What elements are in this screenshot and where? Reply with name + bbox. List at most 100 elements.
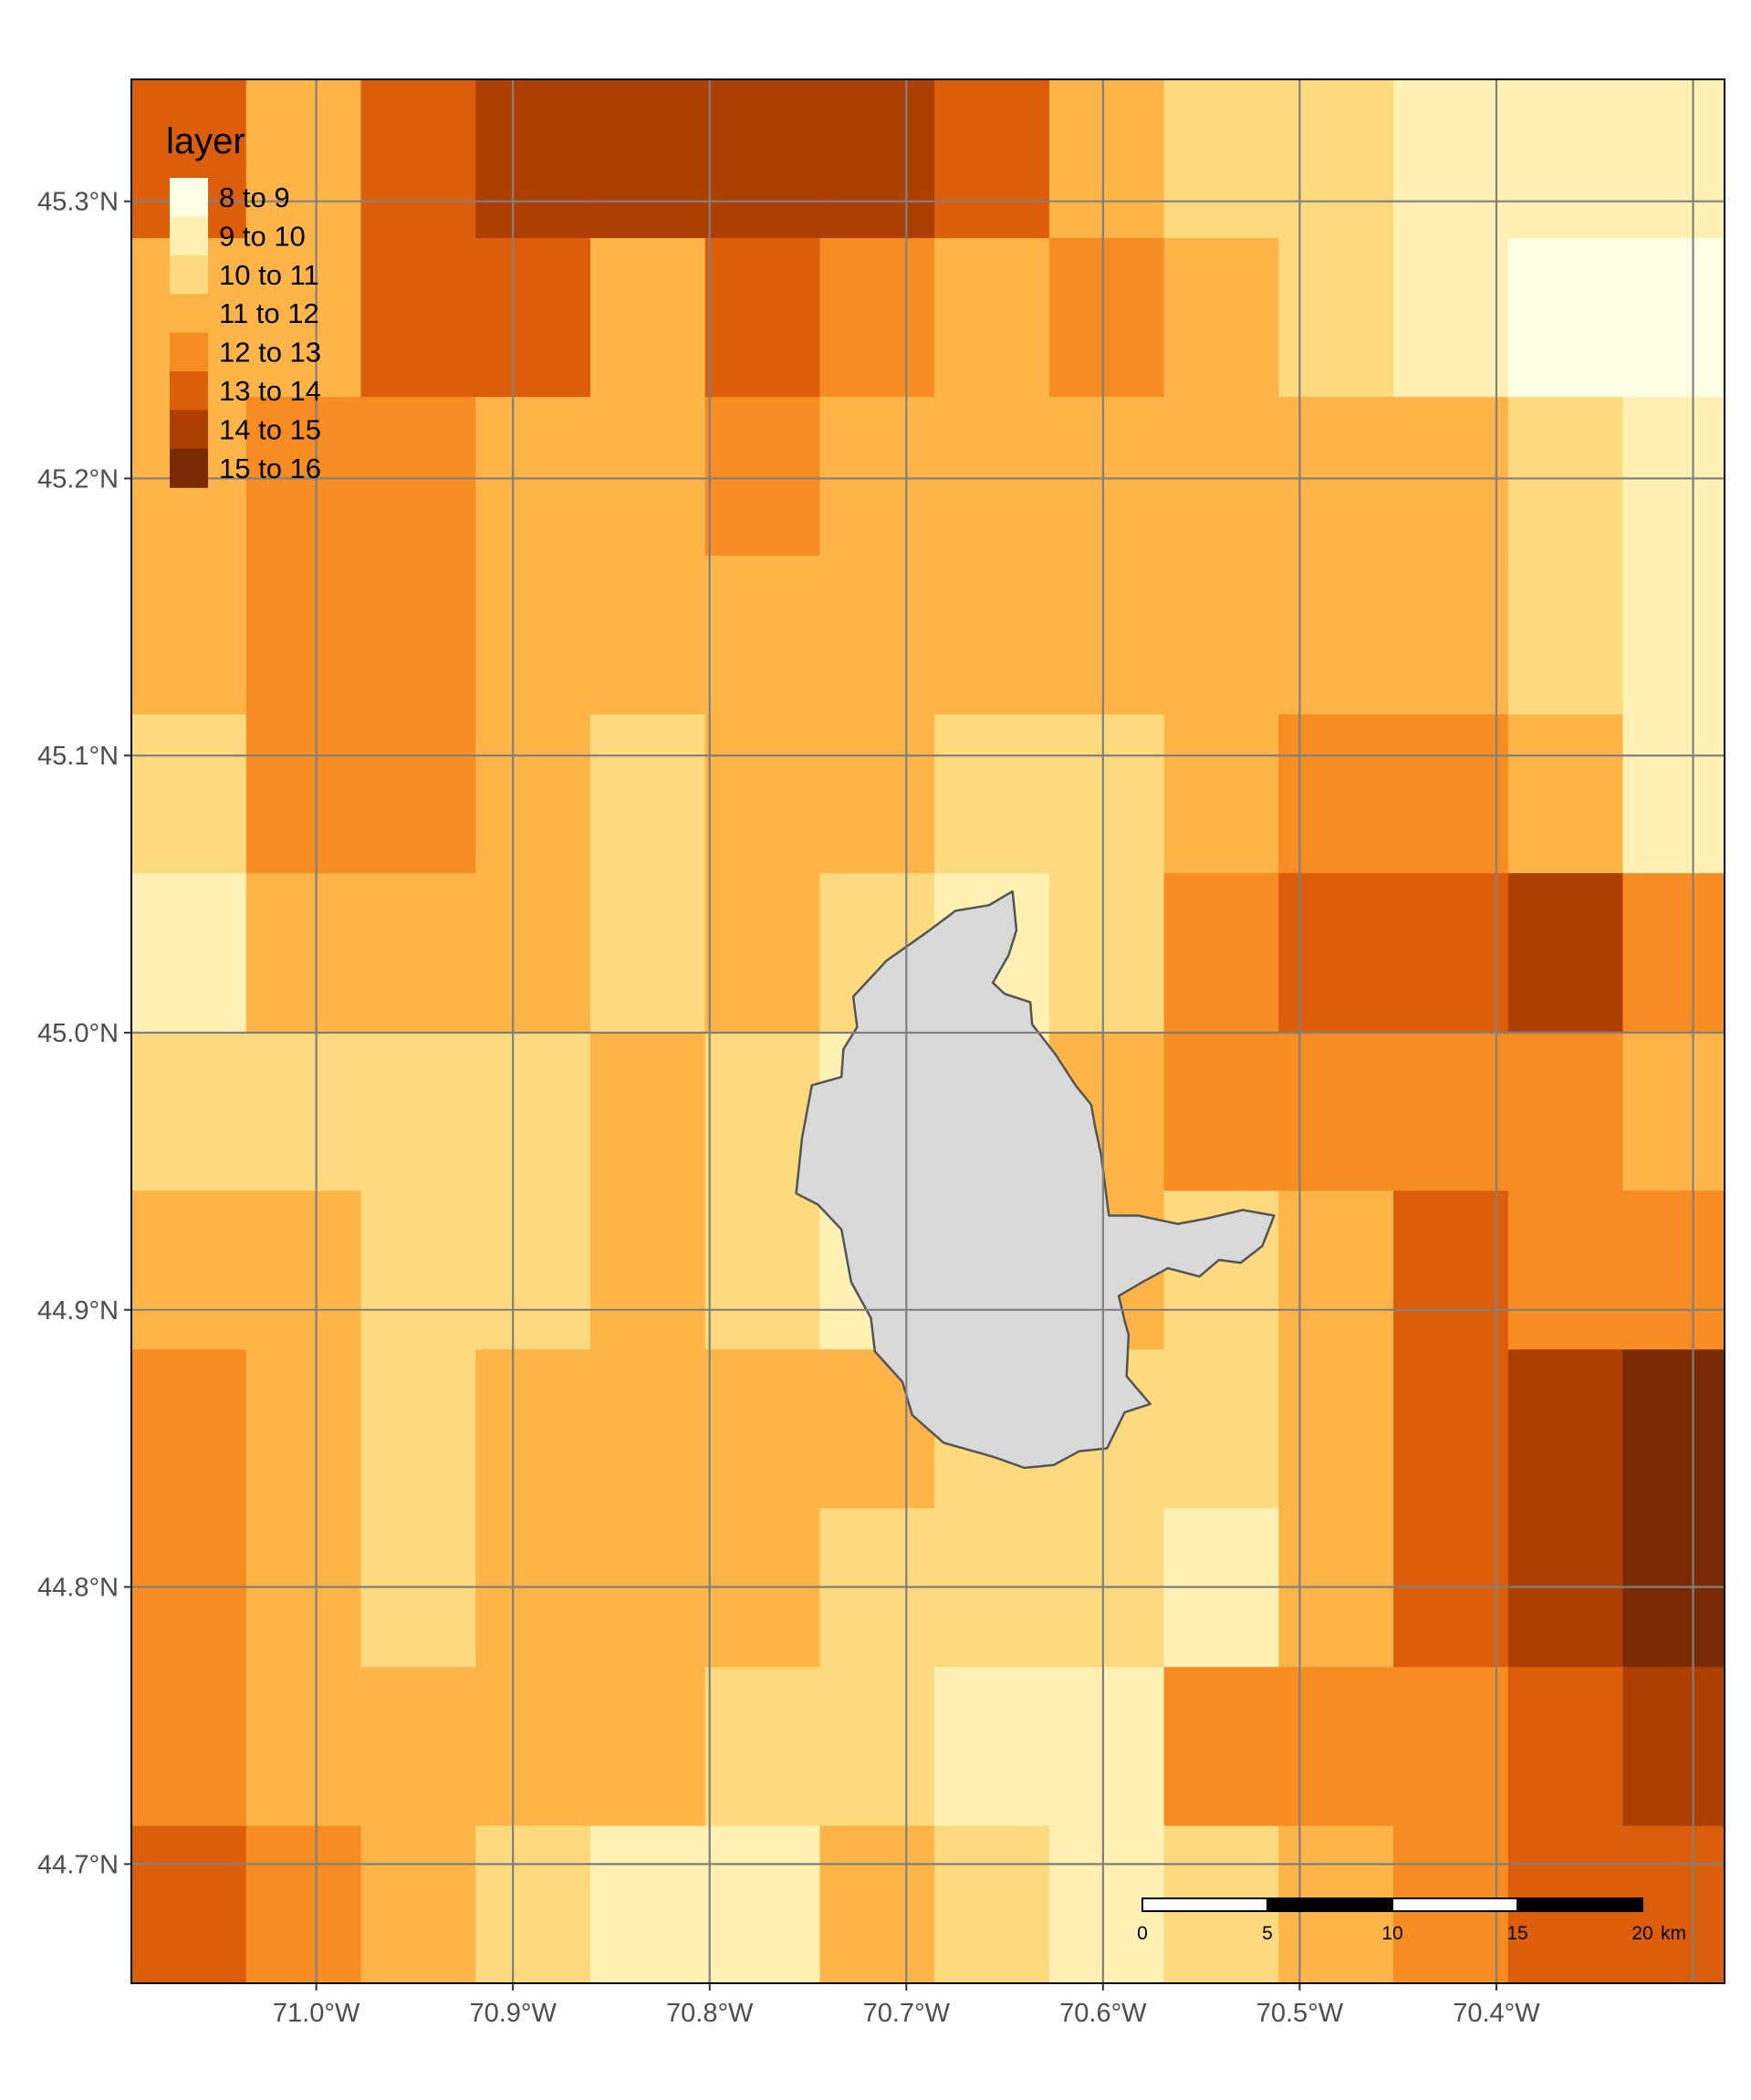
raster-cell-r3-c9 bbox=[1163, 556, 1279, 715]
raster-cell-r1-c1 bbox=[245, 238, 362, 398]
raster-cell-r1-c6 bbox=[819, 238, 935, 398]
raster-cell-r5-c12 bbox=[1507, 873, 1624, 1033]
scale-bar-segment-2 bbox=[1391, 1897, 1518, 1912]
raster-cell-r4-c1 bbox=[245, 714, 362, 874]
raster-cell-r3-c12 bbox=[1507, 556, 1624, 715]
scale-bar-unit: km bbox=[1661, 1923, 1686, 1944]
raster-cell-r4-c2 bbox=[360, 714, 476, 874]
legend-title: layer bbox=[166, 121, 245, 161]
raster-cell-r6-c1 bbox=[245, 1032, 362, 1191]
raster-cell-r6-c13 bbox=[1622, 1032, 1725, 1191]
raster-cell-r1-c2 bbox=[360, 238, 476, 398]
lake-layer bbox=[795, 889, 1276, 1470]
raster-cell-r4-c7 bbox=[934, 714, 1050, 874]
raster-cell-r3-c11 bbox=[1393, 556, 1509, 715]
raster-cell-r7-c1 bbox=[245, 1190, 362, 1350]
legend-label-2: 10 to 11 bbox=[219, 259, 319, 291]
raster-cell-r0-c10 bbox=[1278, 79, 1394, 239]
raster-cell-r10-c7 bbox=[934, 1667, 1050, 1827]
raster-cell-r2-c2 bbox=[360, 397, 476, 556]
raster-cell-r11-c7 bbox=[934, 1825, 1050, 1983]
raster-cell-r10-c3 bbox=[475, 1667, 591, 1827]
legend-swatch-7 bbox=[170, 448, 208, 488]
y-tick-label-5: 44.8°N bbox=[37, 1574, 119, 1603]
raster-cell-r1-c10 bbox=[1278, 238, 1394, 398]
raster-cell-r1-c11 bbox=[1393, 238, 1509, 398]
raster-cell-r5-c1 bbox=[245, 873, 362, 1033]
legend-label-5: 13 to 14 bbox=[219, 375, 321, 407]
x-tick-label-2: 70.8°W bbox=[666, 1999, 754, 2028]
raster-cell-r0-c11 bbox=[1393, 79, 1509, 239]
raster-cell-r1-c7 bbox=[934, 238, 1050, 398]
raster-cell-r10-c0 bbox=[131, 1667, 247, 1827]
raster-cell-r3-c0 bbox=[131, 556, 247, 715]
lake-outline bbox=[795, 889, 1276, 1470]
scale-bar-label-0: 0 bbox=[1137, 1923, 1148, 1944]
raster-cell-r10-c9 bbox=[1163, 1667, 1279, 1827]
y-tick-label-6: 44.7°N bbox=[37, 1850, 119, 1879]
legend-label-3: 11 to 12 bbox=[219, 297, 319, 329]
raster-cell-r2-c10 bbox=[1278, 397, 1394, 556]
raster-cell-r6-c4 bbox=[589, 1032, 706, 1191]
raster-cell-r0-c2 bbox=[360, 79, 476, 239]
raster-cell-r2-c7 bbox=[934, 397, 1050, 556]
raster-cell-r0-c8 bbox=[1048, 79, 1165, 239]
raster-cell-r11-c0 bbox=[131, 1825, 247, 1983]
raster-cell-r5-c4 bbox=[589, 873, 706, 1033]
raster-cell-r7-c10 bbox=[1278, 1190, 1394, 1350]
scale-bar: 0 5 10 15 20 km bbox=[1137, 1897, 1686, 1944]
raster-cell-r10-c1 bbox=[245, 1667, 362, 1827]
raster-cell-r10-c6 bbox=[819, 1667, 935, 1827]
y-tick-label-1: 45.2°N bbox=[37, 464, 119, 494]
legend-swatch-1 bbox=[170, 216, 208, 256]
raster-cell-r2-c11 bbox=[1393, 397, 1509, 556]
raster-cell-r3-c10 bbox=[1278, 556, 1394, 715]
x-tick-label-0: 71.0°W bbox=[273, 1999, 360, 2028]
raster-cell-r1-c5 bbox=[704, 238, 821, 398]
raster-cell-r3-c5 bbox=[704, 556, 821, 715]
raster-cell-r3-c13 bbox=[1622, 556, 1725, 715]
raster-cell-r7-c5 bbox=[704, 1190, 821, 1350]
raster-cell-r8-c2 bbox=[360, 1349, 476, 1509]
scale-bar-segment-3 bbox=[1516, 1897, 1643, 1912]
raster-cell-r5-c5 bbox=[704, 873, 821, 1033]
raster-cell-r2-c3 bbox=[475, 397, 591, 556]
raster-cell-r10-c10 bbox=[1278, 1667, 1394, 1827]
raster-cell-r6-c0 bbox=[131, 1032, 247, 1191]
raster-cell-r11-c3 bbox=[475, 1825, 591, 1983]
raster-cell-r4-c13 bbox=[1622, 714, 1725, 874]
raster-cell-r2-c9 bbox=[1163, 397, 1279, 556]
raster-cell-r3-c6 bbox=[819, 556, 935, 715]
raster-cell-r1-c13 bbox=[1622, 238, 1725, 398]
raster-cell-r0-c9 bbox=[1163, 79, 1279, 239]
raster-cell-r7-c12 bbox=[1507, 1190, 1624, 1350]
raster-cell-r10-c11 bbox=[1393, 1667, 1509, 1827]
raster-cell-r7-c3 bbox=[475, 1190, 591, 1350]
raster-cell-r1-c12 bbox=[1507, 238, 1624, 398]
raster-cell-r7-c2 bbox=[360, 1190, 476, 1350]
legend-label-7: 15 to 16 bbox=[219, 452, 321, 484]
raster-cell-r0-c3 bbox=[475, 79, 591, 239]
raster-cell-r7-c13 bbox=[1622, 1190, 1725, 1350]
raster-cell-r10-c2 bbox=[360, 1667, 476, 1827]
legend-swatch-0 bbox=[170, 178, 208, 217]
raster-cell-r6-c11 bbox=[1393, 1032, 1509, 1191]
raster-cell-r3-c2 bbox=[360, 556, 476, 715]
raster-cell-r7-c11 bbox=[1393, 1190, 1509, 1350]
raster-cell-r1-c3 bbox=[475, 238, 591, 398]
raster-cell-r0-c1 bbox=[245, 79, 362, 239]
scale-bar-segment-0 bbox=[1141, 1897, 1268, 1912]
raster-cell-r2-c4 bbox=[589, 397, 706, 556]
raster-cell-r5-c13 bbox=[1622, 873, 1725, 1033]
legend: layer 8 to 9 9 to 10 10 to 11 11 to 12 12 to … bbox=[166, 121, 321, 488]
raster-cell-r5-c0 bbox=[131, 873, 247, 1033]
y-tick-label-4: 44.9°N bbox=[37, 1296, 119, 1325]
legend-label-1: 9 to 10 bbox=[219, 220, 306, 252]
raster-cell-r11-c4 bbox=[589, 1825, 706, 1983]
raster-cell-r5-c8 bbox=[1048, 873, 1165, 1033]
raster-cell-r6-c2 bbox=[360, 1032, 476, 1191]
raster-cell-r10-c4 bbox=[589, 1667, 706, 1827]
legend-swatch-5 bbox=[170, 371, 208, 411]
